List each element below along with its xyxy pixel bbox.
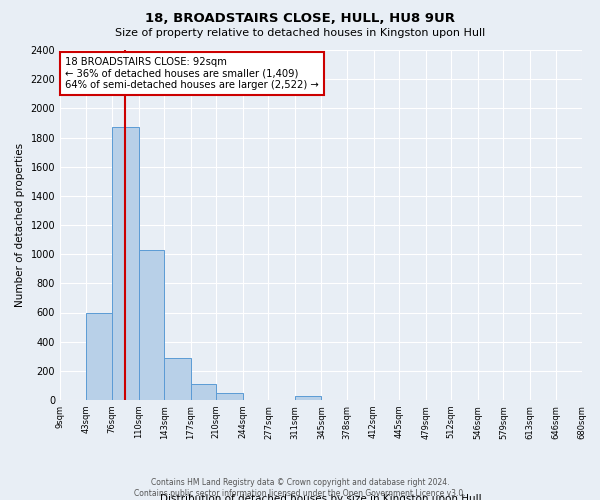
X-axis label: Distribution of detached houses by size in Kingston upon Hull: Distribution of detached houses by size … (160, 494, 482, 500)
Bar (295, 396, 322, 400)
Bar (164, 358, 191, 400)
Bar (139, 250, 164, 400)
Text: 18 BROADSTAIRS CLOSE: 92sqm
← 36% of detached houses are smaller (1,409)
64% of : 18 BROADSTAIRS CLOSE: 92sqm ← 36% of det… (65, 57, 319, 90)
Bar (112, 128, 139, 400)
Text: Contains HM Land Registry data © Crown copyright and database right 2024.
Contai: Contains HM Land Registry data © Crown c… (134, 478, 466, 498)
Bar (86, 312, 112, 400)
Text: Size of property relative to detached houses in Kingston upon Hull: Size of property relative to detached ho… (115, 28, 485, 38)
Bar (217, 392, 243, 400)
Text: 18, BROADSTAIRS CLOSE, HULL, HU8 9UR: 18, BROADSTAIRS CLOSE, HULL, HU8 9UR (145, 12, 455, 26)
Y-axis label: Number of detached properties: Number of detached properties (15, 143, 25, 307)
Bar (191, 384, 217, 400)
